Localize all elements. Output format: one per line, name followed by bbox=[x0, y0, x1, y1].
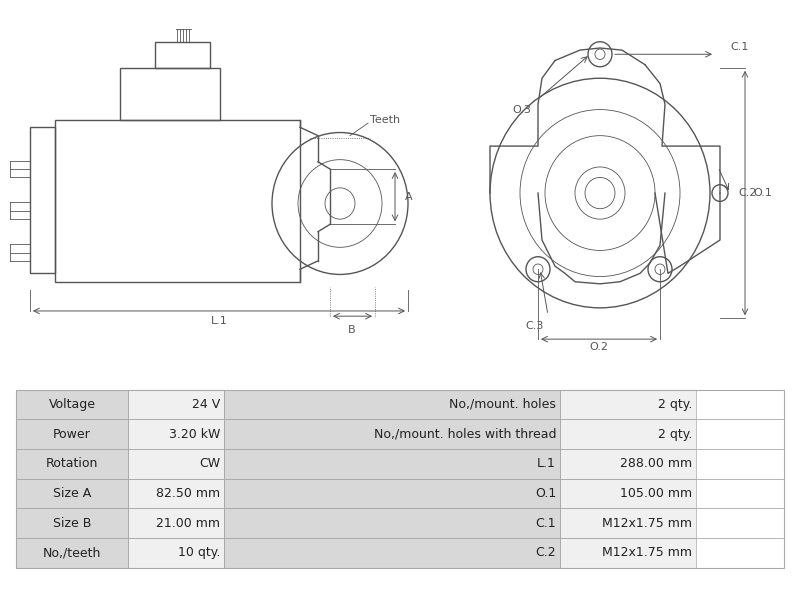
Text: C.1: C.1 bbox=[535, 517, 556, 530]
Bar bbox=[30, 127, 55, 273]
Text: No,/mount. holes: No,/mount. holes bbox=[449, 398, 556, 411]
Bar bbox=[16, 390, 128, 419]
Text: 82.50 mm: 82.50 mm bbox=[156, 487, 220, 500]
Bar bbox=[560, 390, 696, 419]
Text: 21.00 mm: 21.00 mm bbox=[156, 517, 220, 530]
Text: 10 qty.: 10 qty. bbox=[178, 546, 220, 560]
Text: C.2: C.2 bbox=[535, 546, 556, 560]
Text: A: A bbox=[405, 192, 413, 202]
Bar bbox=[128, 449, 224, 479]
Bar bbox=[560, 479, 696, 508]
Text: O.1: O.1 bbox=[534, 487, 556, 500]
Bar bbox=[224, 449, 560, 479]
Bar bbox=[55, 120, 300, 282]
Text: C.3: C.3 bbox=[526, 321, 544, 331]
Text: O.3: O.3 bbox=[513, 105, 531, 115]
Bar bbox=[224, 508, 560, 538]
Text: Power: Power bbox=[53, 428, 91, 441]
Bar bbox=[128, 390, 224, 419]
Bar bbox=[128, 479, 224, 508]
Bar bbox=[128, 419, 224, 449]
Text: 105.00 mm: 105.00 mm bbox=[620, 487, 692, 500]
Text: Teeth: Teeth bbox=[370, 115, 400, 125]
Bar bbox=[16, 538, 128, 568]
Text: O.2: O.2 bbox=[590, 343, 609, 352]
Text: 3.20 kW: 3.20 kW bbox=[169, 428, 220, 441]
Bar bbox=[560, 538, 696, 568]
Bar bbox=[560, 449, 696, 479]
Bar bbox=[224, 479, 560, 508]
Text: CW: CW bbox=[199, 457, 220, 470]
Text: M12x1.75 mm: M12x1.75 mm bbox=[602, 546, 692, 560]
Bar bbox=[560, 419, 696, 449]
Bar bbox=[120, 68, 220, 120]
Text: No,/mount. holes with thread: No,/mount. holes with thread bbox=[374, 428, 556, 441]
Text: Voltage: Voltage bbox=[49, 398, 95, 411]
Bar bbox=[560, 508, 696, 538]
Bar bbox=[224, 538, 560, 568]
Text: B: B bbox=[348, 325, 356, 335]
Text: Size B: Size B bbox=[53, 517, 91, 530]
Text: O.1: O.1 bbox=[753, 188, 772, 198]
Text: No,/teeth: No,/teeth bbox=[43, 546, 101, 560]
Text: 288.00 mm: 288.00 mm bbox=[620, 457, 692, 470]
Bar bbox=[16, 419, 128, 449]
Bar bbox=[224, 390, 560, 419]
Bar bbox=[16, 508, 128, 538]
Text: L.1: L.1 bbox=[210, 317, 227, 326]
Text: C.1: C.1 bbox=[730, 42, 748, 52]
Bar bbox=[155, 42, 210, 68]
Text: Size A: Size A bbox=[53, 487, 91, 500]
Text: 2 qty.: 2 qty. bbox=[658, 428, 692, 441]
Bar bbox=[16, 479, 128, 508]
Bar bbox=[16, 390, 784, 568]
Text: Rotation: Rotation bbox=[46, 457, 98, 470]
Text: 24 V: 24 V bbox=[192, 398, 220, 411]
Text: C.2: C.2 bbox=[738, 188, 757, 198]
Text: M12x1.75 mm: M12x1.75 mm bbox=[602, 517, 692, 530]
Bar bbox=[16, 449, 128, 479]
Bar bbox=[128, 508, 224, 538]
Bar bbox=[128, 538, 224, 568]
Bar bbox=[224, 419, 560, 449]
Text: L.1: L.1 bbox=[537, 457, 556, 470]
Text: 2 qty.: 2 qty. bbox=[658, 398, 692, 411]
